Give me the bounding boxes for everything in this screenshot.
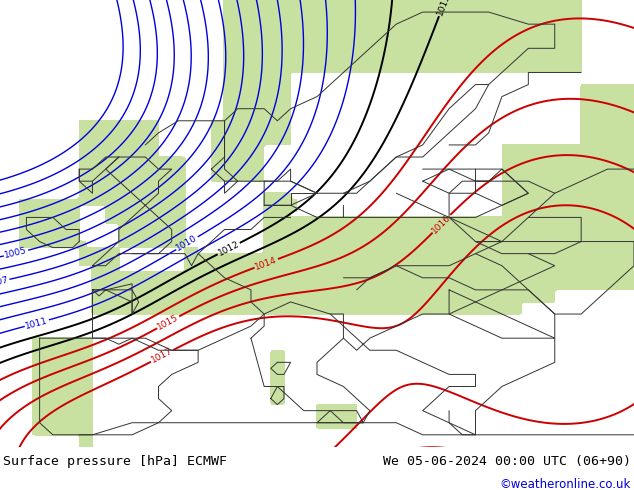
Text: 1012: 1012 (216, 239, 241, 258)
Text: Surface pressure [hPa] ECMWF: Surface pressure [hPa] ECMWF (3, 456, 227, 468)
Text: 1005: 1005 (4, 246, 29, 260)
Text: 1017: 1017 (150, 346, 174, 365)
Text: 1016: 1016 (335, 470, 359, 490)
Text: 1014: 1014 (254, 255, 278, 271)
Text: 1013: 1013 (435, 0, 452, 17)
Text: 1010: 1010 (175, 233, 199, 253)
Text: We 05-06-2024 00:00 UTC (06+90): We 05-06-2024 00:00 UTC (06+90) (383, 456, 631, 468)
Text: 1015: 1015 (156, 313, 181, 332)
Text: ©weatheronline.co.uk: ©weatheronline.co.uk (500, 478, 631, 490)
Text: 1007: 1007 (0, 275, 10, 289)
Text: 1011: 1011 (25, 316, 49, 330)
Text: 1016: 1016 (430, 213, 453, 235)
